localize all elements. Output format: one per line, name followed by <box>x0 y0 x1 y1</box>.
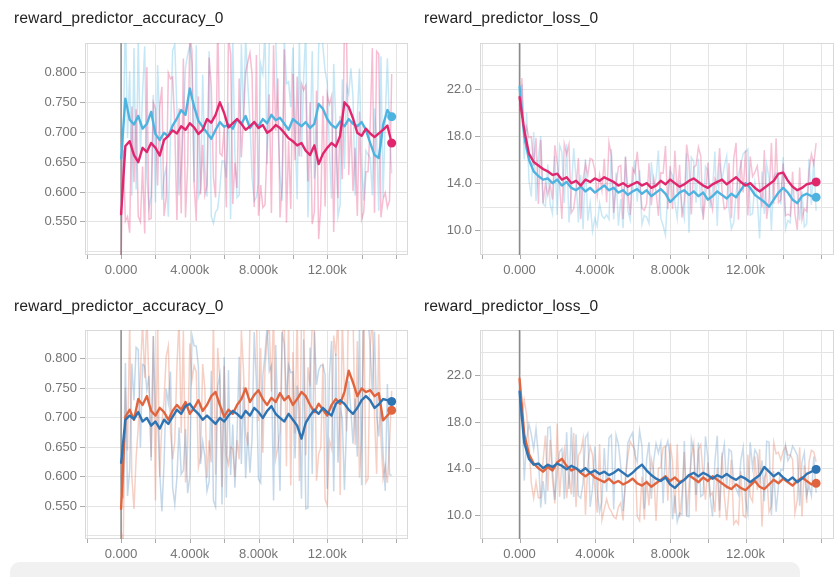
chart-title: reward_predictor_loss_0 <box>424 10 599 27</box>
x-axis-tick-label: 12.00k <box>307 546 347 561</box>
y-axis-tick-label: 0.650 <box>44 438 77 454</box>
y-axis-tick-label: 10.0 <box>446 222 472 238</box>
x-axis-tick-label: 4.000k <box>170 546 210 561</box>
x-axis-tick-label: 0.000 <box>104 262 138 277</box>
x-axis-tick-label: 8.000k <box>238 546 279 561</box>
y-axis-tick-label: 22.0 <box>446 367 472 383</box>
chart-panel-accuracy-top: reward_predictor_accuracy_0 0.800 0.750 0.… <box>0 0 418 288</box>
x-axis-tick-label: 12.00k <box>307 262 347 277</box>
chart-canvas[interactable] <box>0 288 418 577</box>
y-axis-tick-label: 0.750 <box>44 379 77 395</box>
y-axis-tick-label: 0.700 <box>44 123 77 139</box>
x-axis-tick-label: 4.000k <box>170 262 210 277</box>
x-axis-tick-label: 8.000k <box>650 262 690 277</box>
x-axis-tick-label: 8.000k <box>650 546 690 561</box>
chart-panel-accuracy-bottom: reward_predictor_accuracy_0 0.800 0.750 0.… <box>0 288 418 577</box>
chart-canvas[interactable] <box>418 288 837 577</box>
y-axis-tick-label: 18.0 <box>446 413 472 429</box>
chart-title: reward_predictor_loss_0 <box>424 298 599 315</box>
x-axis-tick-label: 0.000 <box>104 546 138 561</box>
chart-panel-loss-top: reward_predictor_loss_0 22.0 18.0 14.0 10.0… <box>418 0 837 288</box>
y-axis-tick-label: 0.600 <box>44 468 77 484</box>
chart-panel-loss-bottom: reward_predictor_loss_0 22.0 18.0 14.0 10.0… <box>418 288 837 577</box>
x-axis-tick-label: 0.000 <box>503 262 536 277</box>
y-axis-tick-label: 0.550 <box>44 213 77 229</box>
chart-canvas[interactable] <box>0 0 418 288</box>
chart-canvas[interactable] <box>418 0 837 288</box>
y-axis-tick-label: 22.0 <box>446 80 472 96</box>
chart-title: reward_predictor_accuracy_0 <box>14 298 224 315</box>
chart-title: reward_predictor_accuracy_0 <box>14 10 224 27</box>
y-axis-tick-label: 0.600 <box>44 183 77 199</box>
y-axis-tick-label: 0.800 <box>44 63 77 79</box>
x-axis-tick-label: 4.000k <box>575 262 615 277</box>
y-axis-tick-label: 0.800 <box>44 350 77 366</box>
y-axis-tick-label: 0.650 <box>44 153 77 169</box>
y-axis-tick-label: 14.0 <box>446 175 472 191</box>
y-axis-tick-label: 10.0 <box>446 506 472 522</box>
x-axis-tick-label: 8.000k <box>238 262 279 277</box>
x-axis-tick-label: 4.000k <box>575 546 615 561</box>
x-axis-tick-label: 0.000 <box>503 546 536 561</box>
y-axis-tick-label: 0.550 <box>44 497 77 513</box>
y-axis-tick-label: 18.0 <box>446 128 472 144</box>
x-axis-tick-label: 12.00k <box>725 262 766 277</box>
y-axis-tick-label: 0.750 <box>44 93 77 109</box>
y-axis-tick-label: 14.0 <box>446 460 472 476</box>
y-axis-tick-label: 0.700 <box>44 409 77 425</box>
x-axis-tick-label: 12.00k <box>725 546 766 561</box>
